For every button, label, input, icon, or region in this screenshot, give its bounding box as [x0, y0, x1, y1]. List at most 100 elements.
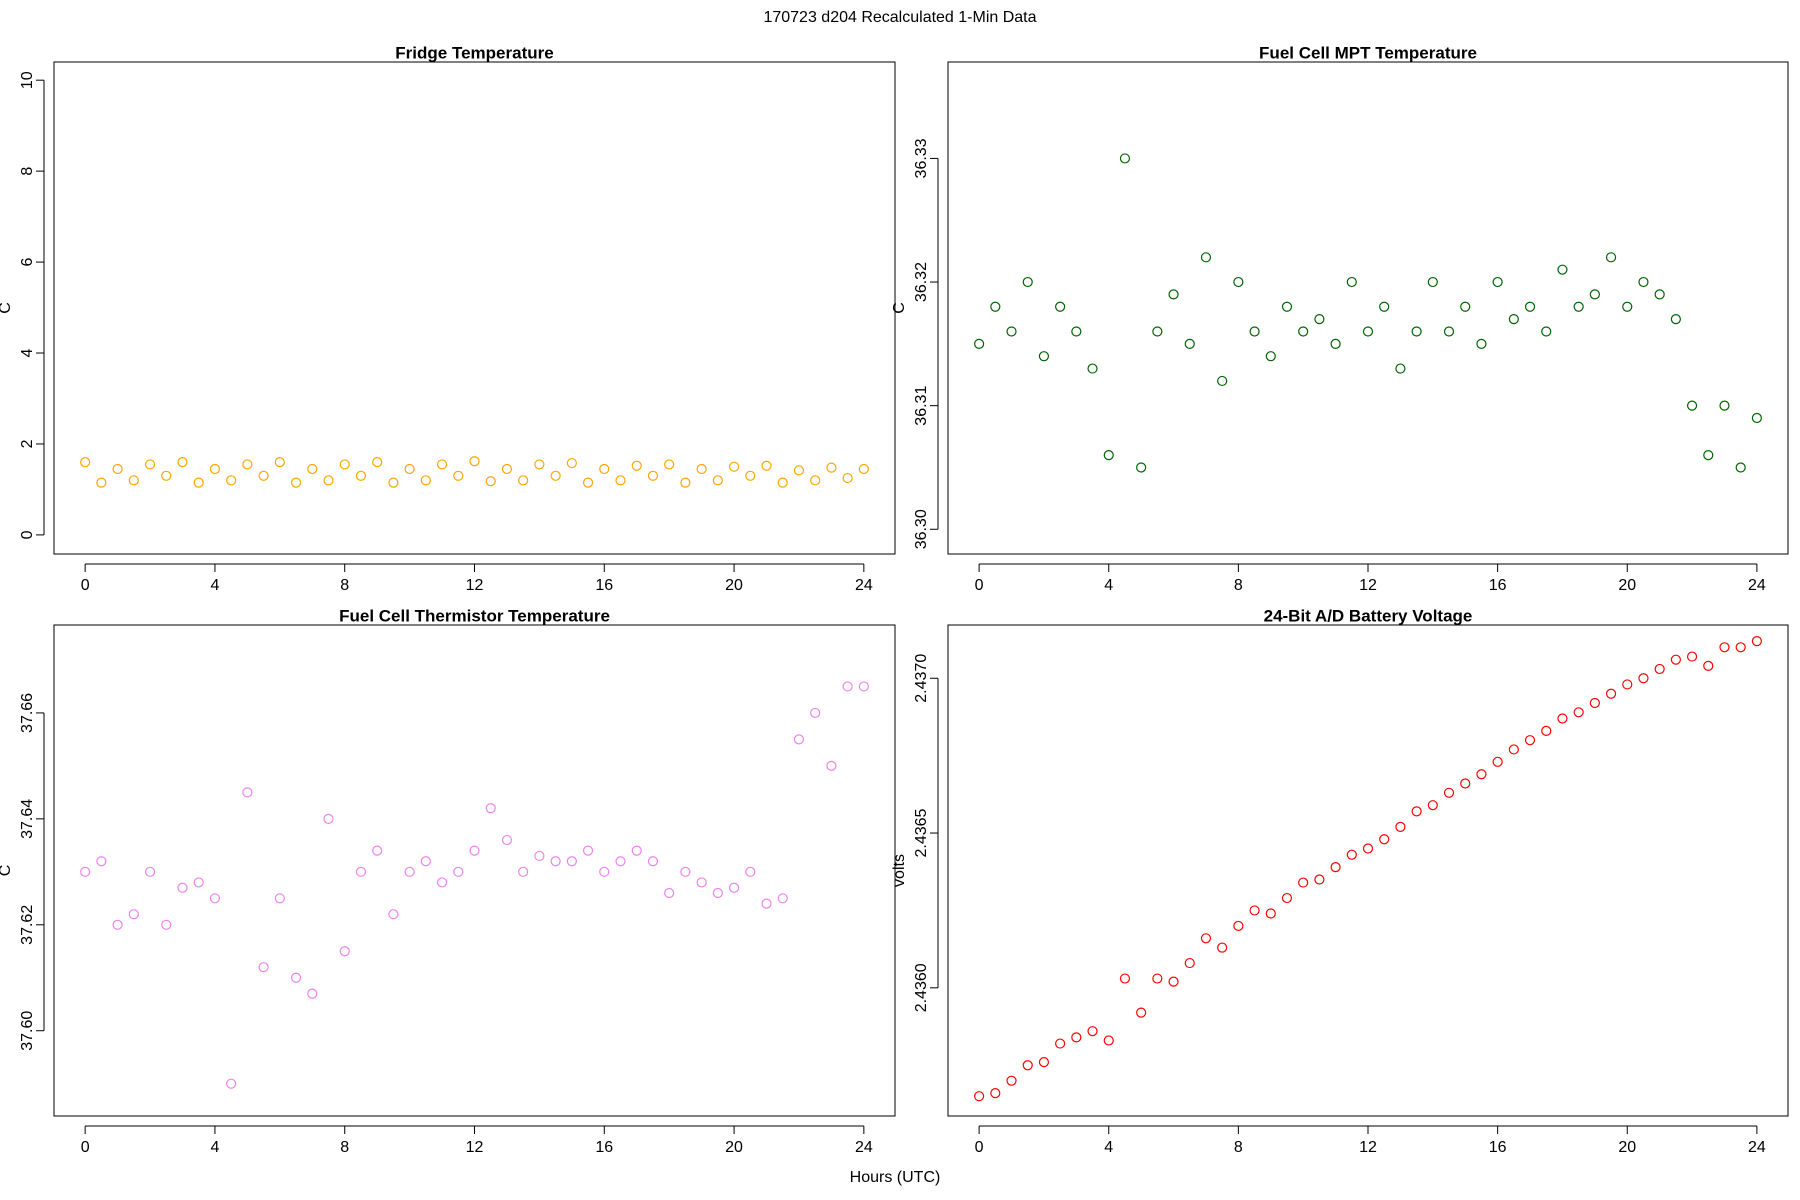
point	[696, 877, 707, 888]
plot-frame	[53, 624, 896, 1117]
point	[161, 919, 172, 930]
x-tick-label: 0	[81, 1139, 90, 1156]
point	[1379, 834, 1390, 845]
point	[761, 898, 772, 909]
point	[1006, 1075, 1017, 1086]
point	[1087, 1026, 1098, 1037]
x-tick-label: 24	[855, 1139, 873, 1156]
y-tick-label: 4	[19, 348, 36, 357]
point	[1103, 1035, 1114, 1046]
point	[1751, 412, 1762, 424]
point	[1087, 363, 1098, 374]
point	[647, 856, 659, 867]
point	[1703, 450, 1714, 461]
point	[128, 909, 139, 920]
point	[1103, 450, 1114, 461]
point	[258, 962, 269, 973]
point	[1476, 769, 1487, 780]
x-tick-label: 8	[340, 1139, 349, 1156]
point	[1281, 301, 1293, 312]
point	[1508, 314, 1519, 325]
point	[712, 475, 723, 486]
x-tick-label: 4	[210, 1139, 219, 1156]
point	[1362, 843, 1374, 854]
point	[144, 866, 156, 877]
y-tick-label: 36.32	[913, 262, 930, 302]
point	[80, 457, 91, 468]
point	[501, 463, 513, 475]
point	[1217, 375, 1228, 387]
point	[793, 465, 805, 476]
point	[1281, 892, 1293, 904]
point	[1654, 289, 1665, 300]
point	[226, 475, 237, 486]
point	[274, 893, 285, 904]
point	[1670, 314, 1681, 325]
y-tick-label: 2.4370	[913, 654, 930, 703]
point	[290, 972, 302, 983]
plot-frame	[947, 61, 1789, 555]
point	[307, 988, 318, 999]
point	[990, 301, 1001, 312]
x-tick-label: 12	[1359, 577, 1377, 594]
point	[144, 459, 156, 470]
point	[810, 475, 821, 486]
point	[1686, 400, 1698, 411]
point	[696, 463, 707, 475]
point	[453, 470, 464, 481]
point	[1200, 933, 1212, 944]
point	[712, 887, 723, 899]
x-tick-label: 16	[595, 1139, 613, 1156]
point	[1233, 920, 1244, 932]
point	[1573, 707, 1584, 718]
point	[793, 734, 805, 745]
point	[1217, 942, 1228, 953]
point	[1152, 973, 1163, 984]
point	[1038, 351, 1050, 362]
y-tick-label: 37.66	[19, 693, 36, 733]
x-tick-label: 4	[1104, 1139, 1113, 1156]
point	[810, 707, 821, 719]
point	[1184, 957, 1195, 969]
point	[1346, 849, 1357, 860]
point	[209, 893, 221, 904]
point	[1411, 806, 1422, 817]
point	[1119, 973, 1131, 984]
point	[501, 834, 513, 846]
y-tick-label: 10	[19, 71, 36, 89]
point	[842, 681, 853, 692]
point	[1751, 635, 1762, 647]
point	[1233, 276, 1244, 288]
point	[1670, 654, 1681, 665]
y-axis-label: C	[0, 302, 14, 314]
point	[1022, 276, 1033, 288]
point	[469, 845, 480, 856]
point	[631, 460, 642, 471]
x-tick-label: 16	[1489, 577, 1507, 594]
point	[550, 470, 561, 481]
point	[1443, 787, 1455, 798]
point	[582, 477, 594, 488]
point	[1314, 874, 1325, 885]
point	[631, 845, 642, 856]
y-tick-label: 36.33	[913, 138, 930, 178]
point	[680, 866, 691, 877]
point	[615, 856, 626, 867]
point	[372, 845, 383, 856]
point	[1427, 800, 1438, 811]
point	[664, 459, 675, 470]
point	[1038, 1057, 1050, 1068]
point	[96, 477, 107, 488]
y-tick-label: 6	[19, 258, 36, 267]
point	[1265, 908, 1276, 919]
point	[161, 470, 172, 481]
point	[388, 909, 399, 920]
point	[1168, 289, 1179, 300]
point	[534, 459, 545, 470]
x-tick-label: 24	[1748, 1139, 1766, 1156]
point	[1411, 326, 1422, 337]
point	[193, 477, 204, 488]
point	[974, 1091, 985, 1102]
point	[1443, 326, 1455, 337]
point	[355, 470, 367, 481]
